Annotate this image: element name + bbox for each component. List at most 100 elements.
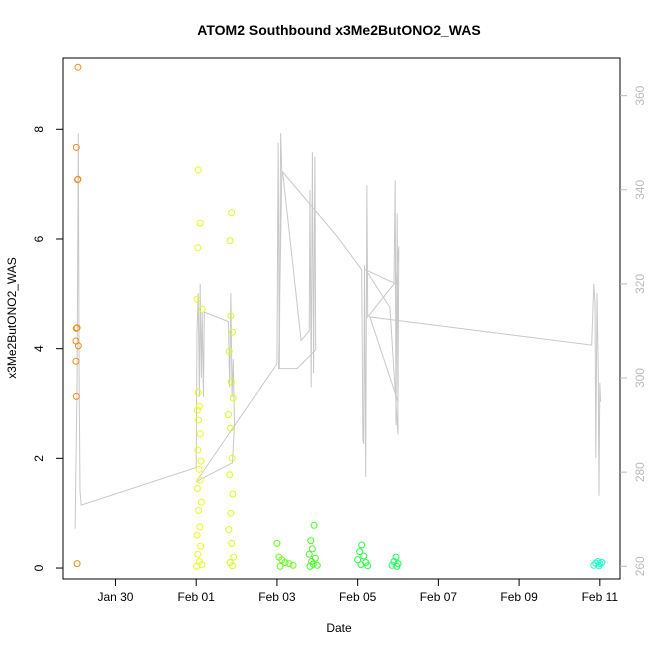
data-point bbox=[227, 424, 234, 432]
data-point bbox=[357, 561, 365, 569]
data-point bbox=[195, 506, 203, 514]
data-point bbox=[197, 457, 205, 465]
altitude-series-line bbox=[74, 133, 602, 529]
data-point bbox=[228, 209, 236, 217]
right-y-tick-label: 280 bbox=[633, 462, 647, 482]
data-point bbox=[194, 166, 202, 174]
data-point bbox=[196, 430, 204, 438]
data-point bbox=[72, 392, 80, 400]
x-axis-label: Date bbox=[326, 621, 352, 635]
data-point bbox=[306, 562, 314, 570]
x-tick-label: Feb 11 bbox=[582, 590, 619, 604]
data-point bbox=[193, 295, 201, 303]
right-y-axis: 260 280 300 320 340 360 bbox=[620, 85, 647, 576]
y-tick-label: 8 bbox=[32, 126, 46, 133]
data-point bbox=[227, 378, 235, 386]
data-point bbox=[360, 552, 368, 560]
data-point bbox=[194, 446, 202, 454]
data-point bbox=[196, 476, 204, 484]
data-point bbox=[72, 357, 80, 365]
data-point bbox=[595, 562, 603, 570]
data-point bbox=[73, 324, 81, 332]
plot-frame bbox=[62, 57, 621, 580]
x-axis: Jan 30 Feb 01 Feb 03 Feb 05 Feb 07 Feb 09 Feb … bbox=[97, 579, 618, 604]
data-point bbox=[74, 63, 82, 71]
data-point bbox=[388, 561, 396, 569]
data-point bbox=[227, 312, 235, 320]
data-point bbox=[196, 523, 204, 531]
data-points-layer bbox=[72, 63, 606, 570]
data-point bbox=[305, 550, 313, 558]
x-tick-label: Feb 05 bbox=[339, 590, 377, 604]
data-point bbox=[358, 541, 366, 549]
x-tick-label: Feb 03 bbox=[258, 590, 296, 604]
data-point bbox=[197, 498, 205, 506]
x-tick-label: Feb 01 bbox=[178, 590, 216, 604]
data-point bbox=[73, 560, 81, 568]
data-point bbox=[307, 537, 315, 545]
data-point bbox=[229, 562, 236, 570]
data-point bbox=[308, 545, 316, 553]
data-point bbox=[196, 219, 204, 227]
x-tick-label: Feb 09 bbox=[500, 590, 538, 604]
y-axis-label: x3Me2ButONO2_WAS bbox=[5, 257, 19, 379]
data-point bbox=[289, 561, 297, 569]
data-point bbox=[230, 553, 238, 561]
data-point bbox=[194, 389, 202, 396]
right-y-tick-label: 260 bbox=[633, 556, 647, 576]
data-point bbox=[194, 550, 202, 558]
data-point bbox=[392, 553, 400, 561]
data-point bbox=[195, 465, 203, 473]
data-point bbox=[74, 175, 82, 183]
x-tick-label: Jan 30 bbox=[97, 590, 133, 604]
data-point bbox=[285, 560, 293, 568]
data-point bbox=[195, 416, 203, 424]
data-point bbox=[193, 562, 201, 570]
data-point bbox=[364, 562, 372, 570]
data-point bbox=[225, 411, 232, 418]
y-tick-label: 2 bbox=[32, 455, 46, 462]
data-point bbox=[281, 559, 289, 566]
y-tick-label: 4 bbox=[32, 345, 46, 352]
data-point bbox=[225, 526, 233, 534]
data-point bbox=[228, 539, 236, 547]
data-point bbox=[594, 558, 602, 565]
data-point bbox=[226, 471, 234, 479]
data-point bbox=[74, 342, 82, 350]
x-tick-label: Feb 07 bbox=[420, 590, 458, 604]
right-y-tick-label: 300 bbox=[633, 368, 647, 388]
right-y-tick-label: 360 bbox=[633, 85, 647, 105]
data-point bbox=[311, 554, 319, 562]
data-point bbox=[313, 561, 321, 569]
data-point bbox=[228, 454, 236, 462]
altitude-line-layer bbox=[74, 133, 602, 529]
y-tick-label: 0 bbox=[32, 564, 46, 571]
chart-title: ATOM2 Southbound x3Me2ButONO2_WAS bbox=[197, 22, 480, 38]
right-y-tick-label: 340 bbox=[633, 179, 647, 199]
data-point bbox=[72, 143, 80, 151]
data-point bbox=[229, 328, 236, 336]
data-point bbox=[226, 237, 234, 245]
y-axis: 0 2 4 6 8 bbox=[32, 126, 63, 571]
right-y-tick-label: 320 bbox=[633, 274, 647, 294]
data-point bbox=[194, 244, 202, 252]
data-point bbox=[310, 521, 318, 529]
data-point bbox=[273, 539, 281, 547]
data-point bbox=[393, 562, 401, 570]
data-point bbox=[276, 562, 284, 570]
data-point bbox=[195, 402, 203, 410]
data-point bbox=[356, 548, 364, 556]
data-point bbox=[193, 531, 201, 539]
data-point bbox=[197, 542, 205, 550]
data-point bbox=[229, 394, 237, 402]
data-point bbox=[229, 490, 237, 498]
data-point bbox=[227, 509, 235, 517]
data-point bbox=[354, 556, 362, 564]
data-point bbox=[193, 485, 201, 492]
data-point bbox=[193, 406, 201, 414]
data-point bbox=[72, 324, 80, 332]
y-tick-label: 6 bbox=[32, 235, 46, 242]
data-point bbox=[198, 305, 206, 313]
data-point bbox=[225, 347, 233, 355]
